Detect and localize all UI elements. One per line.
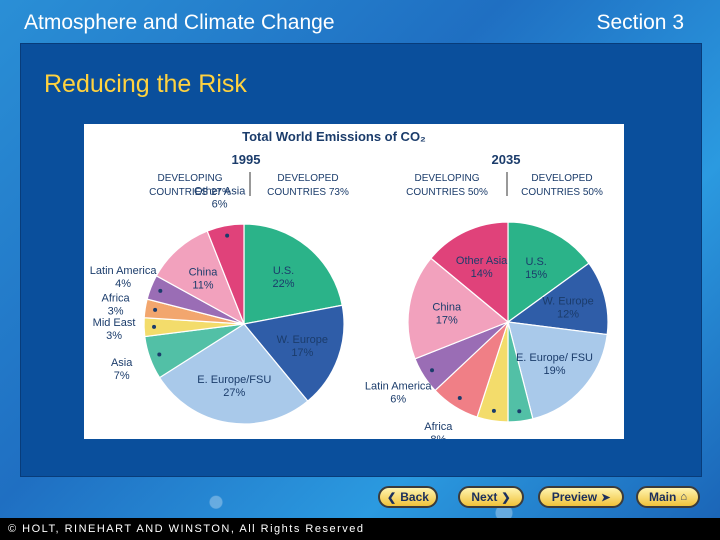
header-title: Atmosphere and Climate Change: [24, 11, 335, 34]
label-2035-china: China 17%: [432, 301, 462, 326]
slice-1995-w-europe: [242, 304, 345, 402]
year-1995-label: 1995: [232, 152, 261, 167]
preview-label: Preview: [551, 490, 598, 504]
next-label: Next: [471, 490, 498, 504]
leader-dot-2035-asia: [517, 409, 522, 414]
home-icon: ⌂: [680, 491, 687, 503]
slice-1995-other-asia: [206, 223, 245, 325]
emissions-chart: Total World Emissions of CO₂ 1995 DEVELO…: [90, 129, 609, 439]
copyright-footer: © HOLT, RINEHART AND WINSTON, All Rights…: [0, 518, 720, 540]
label-1995-u-s: U.S. 22%: [273, 265, 295, 290]
back-button[interactable]: ❮ Back: [378, 486, 438, 508]
leader-dot-1995-latin-america: [158, 288, 163, 293]
slice-2035-u-s: [507, 221, 590, 324]
developed-2035-line1: DEVELOPED: [531, 173, 592, 184]
chevron-right-icon: ❯: [501, 491, 511, 504]
leader-dot-1995-mid-east: [152, 324, 157, 329]
emissions-figure: Total World Emissions of CO₂ 1995 DEVELO…: [84, 124, 624, 439]
label-1995-africa: Africa 3%: [102, 293, 131, 318]
label-2035-latin-america: Latin America 6%: [365, 381, 433, 406]
label-1995-mid-east: Mid East 3%: [93, 317, 136, 342]
developed-1995-line2: COUNTRIES 73%: [267, 187, 349, 198]
leader-dot-2035-latin-america: [430, 368, 435, 373]
leader-dot-1995-other-asia: [225, 233, 230, 238]
slice-2035-w-europe: [506, 262, 609, 336]
developing-1995-line1: DEVELOPING: [157, 173, 222, 184]
chevron-left-icon: ❮: [387, 491, 397, 504]
label-1995-e-europe-fsu: E. Europe/FSU 27%: [197, 374, 271, 399]
slice-2035-other-asia: [430, 221, 509, 324]
label-1995-w-europe: W. Europe 17%: [277, 334, 328, 359]
leader-dot-2035-africa: [457, 395, 462, 400]
leader-dot-1995-asia: [157, 352, 162, 357]
label-2035-e-europe-fsu: E. Europe/ FSU 19%: [516, 352, 593, 377]
label-1995-other-asia: Other Asia 6%: [194, 185, 246, 210]
label-1995-asia: Asia 7%: [111, 357, 133, 382]
leader-dot-1995-africa: [153, 307, 158, 312]
slice-1995-e-europe-fsu: [158, 323, 309, 425]
next-button[interactable]: Next ❯: [458, 486, 524, 508]
label-2035-other-asia: Other Asia 14%: [456, 255, 508, 280]
preview-button[interactable]: Preview ➤: [538, 486, 624, 508]
slice-2035-e-europe-fsu: [507, 321, 608, 420]
slice-1995-u-s: [243, 223, 343, 325]
label-2035-u-s: U.S. 15%: [525, 256, 547, 281]
slice-1995-china: [155, 230, 246, 326]
slide-title: Reducing the Risk: [44, 70, 247, 98]
main-button[interactable]: Main ⌂: [636, 486, 700, 508]
developed-2035-line2: COUNTRIES 50%: [521, 187, 603, 198]
arrow-right-icon: ➤: [601, 491, 611, 504]
label-2035-africa: Africa8%: [424, 421, 453, 439]
main-label: Main: [649, 490, 677, 504]
section-label: Section 3: [596, 11, 684, 34]
developing-2035-line2: COUNTRIES 50%: [406, 187, 488, 198]
developed-1995-line1: DEVELOPED: [277, 173, 338, 184]
label-1995-latin-america: Latin America 4%: [90, 265, 158, 290]
label-1995-china: China 11%: [189, 266, 219, 291]
label-2035-w-europe: W. Europe 12%: [542, 296, 593, 321]
leader-dot-2035-mid-east: [491, 408, 496, 413]
back-label: Back: [400, 490, 429, 504]
chart-title: Total World Emissions of CO₂: [242, 129, 426, 144]
slice-2035-china: [407, 257, 510, 360]
developing-2035-line1: DEVELOPING: [414, 173, 479, 184]
developing-1995-line2: COUNTRIES 27%: [149, 187, 231, 198]
year-2035-label: 2035: [492, 152, 521, 167]
